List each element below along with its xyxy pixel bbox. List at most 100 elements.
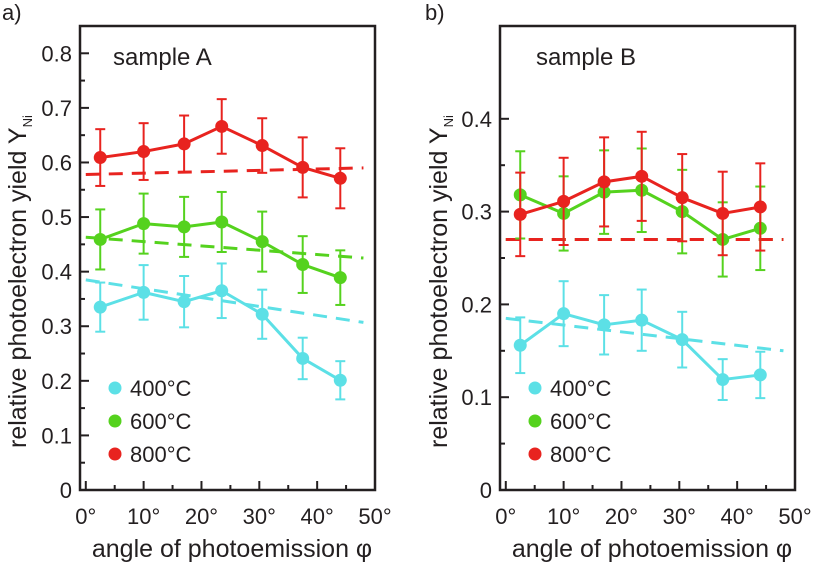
panel-b-x-tick-label: 20°: [605, 504, 638, 529]
data-point: [635, 169, 649, 183]
panel-b-x-tick-label: 40°: [721, 504, 754, 529]
panel-a-legend-label-600c: 600°C: [130, 409, 192, 434]
panel-a-x-tick-label: 30°: [243, 504, 276, 529]
data-point: [215, 284, 229, 298]
panel-b-legend-marker-400c: [528, 381, 542, 395]
data-point: [557, 194, 571, 208]
panel-a-fit-lines: [85, 166, 364, 324]
data-point: [177, 295, 191, 309]
panel-a: a) sample A relative photoelectron yield…: [2, 0, 392, 563]
panel-a-y-tick-label: 0.6: [41, 150, 72, 175]
data-point: [557, 307, 571, 321]
panel-a-y-tick-label: 0.7: [41, 96, 72, 121]
panel-b-y-tick-label: 0.1: [461, 385, 492, 410]
panel-a-legend-label-400c: 400°C: [130, 376, 192, 401]
panel-a-fit-line-800c: [85, 166, 364, 176]
panel-b-series-800c: [513, 130, 767, 258]
panel-a-legend-label-800c: 800°C: [130, 442, 192, 467]
panel-b-fit-lines: [505, 237, 784, 353]
panel-a-y-tick-label: 0.1: [41, 423, 72, 448]
data-point: [296, 351, 310, 365]
panel-a-fit-line-600c: [85, 235, 364, 260]
panel-b-y-tick-label: 0.2: [461, 292, 492, 317]
data-point: [333, 271, 347, 285]
data-point: [675, 191, 689, 205]
panel-a-series-800c: [93, 98, 347, 210]
panel-a-legend-marker-800c: [108, 447, 122, 461]
panel-a-series-600c: [93, 190, 347, 306]
panel-b-legend-label-400c: 400°C: [550, 376, 612, 401]
panel-b-y-tick-label: 0.4: [461, 107, 492, 132]
data-point: [753, 200, 767, 214]
panel-a-series-400c: [93, 262, 347, 401]
data-point: [333, 171, 347, 185]
panel-b-ticks: 0° 10° 20° 30° 40° 50° 0 0.1 0.2 0.3 0.4: [461, 107, 811, 529]
panel-a-x-tick-label: 50°: [358, 504, 391, 529]
panel-a-x-axis-label: angle of photoemission φ: [92, 535, 372, 563]
panel-a-legend-marker-400c: [108, 381, 122, 395]
data-point: [333, 373, 347, 387]
data-point: [137, 145, 151, 159]
panel-a-legend-marker-600c: [108, 414, 122, 428]
panel-a-y-tick-label: 0.4: [41, 260, 72, 285]
data-point: [215, 119, 229, 133]
panel-b-tag: b): [425, 0, 445, 25]
panel-a-tag: a): [2, 0, 22, 25]
panel-a-fit-line-400c: [85, 278, 364, 324]
data-point: [513, 207, 527, 221]
panel-a-y-tick-label: 0: [60, 478, 72, 503]
data-point: [675, 333, 689, 347]
panel-b-y-tick-label: 0.3: [461, 200, 492, 225]
panel-a-legend: 400°C 600°C 800°C: [108, 376, 192, 467]
data-point: [93, 300, 107, 314]
data-point: [255, 307, 269, 321]
data-point: [635, 313, 649, 327]
panel-a-y-axis-label-main: relative photoelectron yield Y: [4, 127, 32, 448]
panel-a-plot-frame: [78, 24, 377, 492]
panel-a-y-axis-label: relative photoelectron yield YNi: [4, 115, 35, 448]
data-point: [513, 338, 527, 352]
series-line: [99, 289, 342, 382]
data-point: [177, 220, 191, 234]
panel-b-x-axis-label: angle of photoemission φ: [512, 535, 792, 563]
panel-a-y-tick-label: 0.5: [41, 205, 72, 230]
panel-b: b) sample B relative photoelectron yield…: [425, 0, 812, 563]
panel-b-legend-marker-800c: [528, 447, 542, 461]
panel-a-x-tick-label: 0°: [75, 504, 96, 529]
panel-a-ticks: 0° 10° 20° 30° 40° 50° 0 0.1 0.2 0.3 0.4 0.5 0.6 0.7 0…: [41, 41, 391, 529]
panel-b-legend: 400°C 600°C 800°C: [528, 376, 612, 467]
panel-b-series-400c: [513, 280, 767, 401]
panel-a-y-tick-label: 0.8: [41, 41, 72, 66]
data-point: [93, 151, 107, 165]
panel-a-x-tick-label: 40°: [301, 504, 334, 529]
data-point: [753, 368, 767, 382]
panel-b-y-axis-label-sub: Ni: [441, 115, 456, 127]
panel-b-plot-frame: [498, 24, 797, 492]
panel-a-y-axis-label-sub: Ni: [20, 115, 35, 127]
panel-b-y-axis-label-main: relative photoelectron yield Y: [425, 127, 453, 448]
panel-b-x-tick-label: 50°: [778, 504, 811, 529]
data-point: [137, 217, 151, 231]
panel-b-x-tick-label: 10°: [547, 504, 580, 529]
panel-b-x-tick-label: 0°: [495, 504, 516, 529]
data-point: [137, 285, 151, 299]
panel-b-title: sample B: [536, 44, 636, 71]
data-point: [215, 215, 229, 229]
panel-a-title: sample A: [113, 44, 212, 71]
panel-b-legend-marker-600c: [528, 414, 542, 428]
panel-a-y-tick-label: 0.2: [41, 369, 72, 394]
data-point: [93, 232, 107, 246]
panel-b-y-tick-label: 0: [480, 478, 492, 503]
data-point: [296, 160, 310, 174]
data-point: [255, 139, 269, 153]
data-point: [716, 206, 730, 220]
data-point: [296, 258, 310, 272]
panel-b-y-axis-label: relative photoelectron yield YNi: [425, 115, 456, 448]
panel-a-data: [93, 98, 347, 401]
data-point: [255, 235, 269, 249]
data-point: [597, 175, 611, 189]
panel-b-x-tick-label: 30°: [663, 504, 696, 529]
panel-b-legend-label-600c: 600°C: [550, 409, 612, 434]
data-point: [716, 373, 730, 387]
